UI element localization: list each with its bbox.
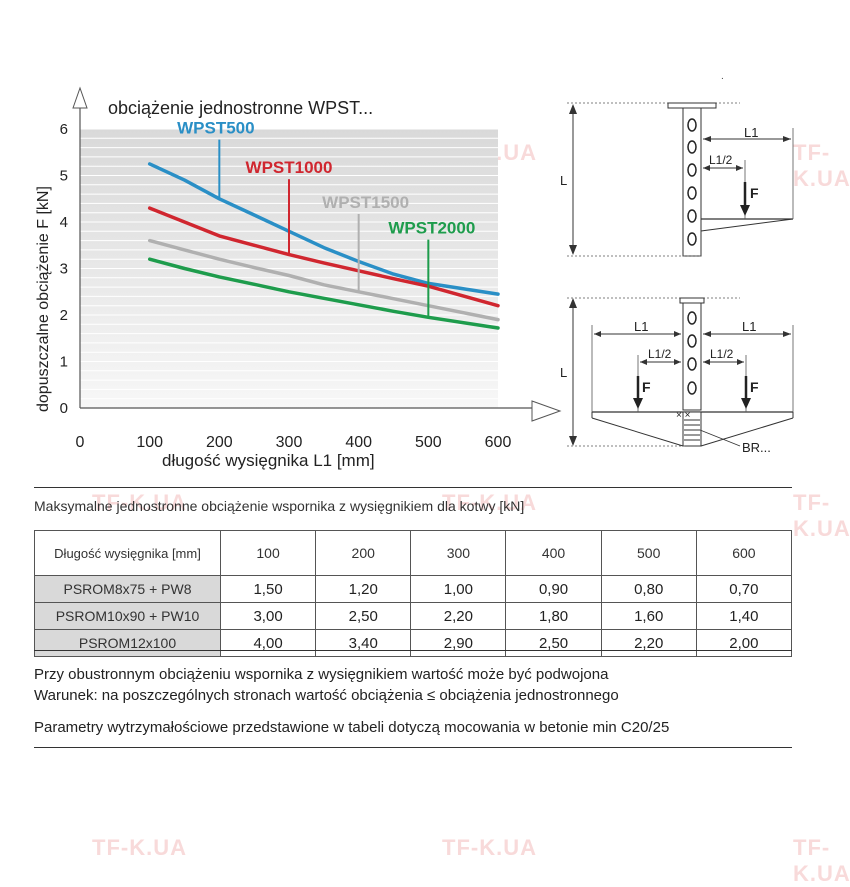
x-tick-label: 400	[345, 434, 372, 451]
table-row: PSROM10x90 + PW10 3,00 2,50 2,20 1,80 1,…	[34, 602, 793, 630]
product-cell: PSROM12x100	[34, 629, 221, 657]
series-line	[147, 162, 500, 296]
force-label: F	[750, 379, 759, 395]
l1-label: L1	[744, 125, 758, 140]
table-title: Maksymalne jednostronne obciążenie wspor…	[34, 498, 525, 514]
x-tick-label: 200	[206, 434, 233, 451]
length-l-label: L	[560, 173, 567, 188]
force-label: F	[642, 379, 651, 395]
value-cell: 2,00	[695, 629, 793, 657]
l1-half-label: L1/2	[709, 153, 733, 167]
series-wpst500: WPST500	[147, 119, 500, 296]
value-cell: 1,00	[410, 575, 507, 603]
column-header: 100	[219, 530, 317, 576]
note-text: Warunek: na poszczególnych stronach wart…	[34, 687, 619, 704]
series-line	[147, 206, 500, 308]
x-tick-label: 500	[415, 434, 442, 451]
note-text: Przy obustronnym obciążeniu wspornika z …	[34, 666, 609, 683]
value-cell: 2,20	[410, 602, 507, 630]
length-l-label: L	[560, 365, 567, 380]
value-cell: 0,80	[600, 575, 697, 603]
table-header-row: Długość wysięgnika [mm] 100 200 300 400 …	[34, 530, 793, 576]
value-cell: 1,20	[315, 575, 412, 603]
column-header: 500	[600, 530, 697, 576]
series-label: WPST1000	[246, 158, 333, 177]
bracket-diagram-one-sided: L L1 L1/2 F .	[560, 71, 794, 257]
l1-half-label: L1/2	[710, 347, 734, 361]
y-tick-label: 6	[60, 121, 68, 138]
value-cell: 1,50	[219, 575, 317, 603]
y-axis-label: dopuszczalne obciążenie F [kN]	[35, 186, 52, 412]
y-tick-labels: 0 1 2 3 4 5 6	[60, 121, 68, 417]
series-group: WPST500 WPST1000 WPST1500 WPST2000	[147, 119, 500, 330]
value-cell: 1,60	[600, 602, 697, 630]
table-row: PSROM8x75 + PW8 1,50 1,20 1,00 0,90 0,80…	[34, 575, 793, 603]
slot-holes	[687, 311, 697, 395]
value-cell: 2,50	[505, 629, 602, 657]
value-cell: 4,00	[219, 629, 317, 657]
y-tick-label: 2	[60, 307, 68, 324]
column-header: 200	[315, 530, 412, 576]
value-cell: 2,20	[600, 629, 697, 657]
chart-title: obciążenie jednostronne WPST...	[108, 98, 373, 118]
l1-label: L1	[634, 319, 648, 334]
column-header: 300	[410, 530, 507, 576]
series-label: WPST500	[177, 119, 254, 138]
series-wpst1000: WPST1000	[147, 158, 500, 308]
br-label: BR...	[742, 440, 771, 455]
value-cell: 3,00	[219, 602, 317, 630]
value-cell: 1,40	[695, 602, 793, 630]
bracket-diagram-two-sided: × × L L1 L1 L1/2 L1/2	[560, 297, 794, 455]
note-text: Parametry wytrzymałościowe przedstawione…	[34, 719, 670, 736]
series-line	[147, 257, 500, 330]
value-cell: 2,90	[410, 629, 507, 657]
l1-label: L1	[742, 319, 756, 334]
product-cell: PSROM8x75 + PW8	[34, 575, 221, 603]
column-header: 600	[695, 530, 793, 576]
page: TF-K.UA TF-K.UA TF-K.UA TF-K.UA TF-K.UA …	[34, 71, 850, 886]
x-tick-label: 0	[76, 434, 85, 451]
column-header: 400	[505, 530, 602, 576]
divider	[34, 650, 792, 651]
y-tick-label: 4	[60, 214, 68, 231]
load-table: Długość wysięgnika [mm] 100 200 300 400 …	[34, 530, 793, 657]
divider	[34, 487, 792, 488]
slot-holes	[687, 118, 697, 246]
value-cell: 0,90	[505, 575, 602, 603]
column-header: Długość wysięgnika [mm]	[34, 530, 221, 576]
value-cell: 2,50	[315, 602, 412, 630]
watermark: TF-K.UA	[793, 835, 850, 886]
y-axis-arrow	[72, 86, 88, 109]
value-cell: 3,40	[315, 629, 412, 657]
table-row: PSROM12x100 4,00 3,40 2,90 2,50 2,20 2,0…	[34, 629, 793, 657]
series-wpst2000: WPST2000	[147, 219, 500, 330]
svg-text:× ×: × ×	[676, 410, 691, 421]
y-tick-label: 1	[60, 354, 68, 371]
series-wpst1500: WPST1500	[147, 193, 500, 322]
series-line	[147, 238, 500, 322]
load-chart: WPST500 WPST1000 WPST1500 WPST2000 0 100 200 3…	[35, 71, 794, 470]
y-tick-label: 3	[60, 261, 68, 278]
divider	[34, 747, 792, 748]
watermark: TF-K.UA	[442, 835, 537, 860]
value-cell: 1,80	[505, 602, 602, 630]
watermark: TF-K.UA	[793, 490, 850, 541]
x-tick-labels: 0 100 200 300 400 500 600	[76, 434, 512, 451]
svg-text:.: .	[721, 71, 724, 82]
force-label: F	[750, 185, 759, 201]
x-tick-label: 600	[485, 434, 512, 451]
product-cell: PSROM10x90 + PW10	[34, 602, 221, 630]
y-tick-label: 0	[60, 400, 68, 417]
x-axis-arrow	[531, 400, 562, 422]
x-tick-label: 300	[276, 434, 303, 451]
x-axis-label: długość wysięgnika L1 [mm]	[162, 451, 375, 470]
series-label: WPST1500	[322, 193, 409, 212]
l1-half-label: L1/2	[648, 347, 672, 361]
watermark: TF-K.UA	[92, 835, 187, 860]
y-tick-label: 5	[60, 168, 68, 185]
x-tick-label: 100	[136, 434, 163, 451]
series-label: WPST2000	[388, 219, 475, 238]
value-cell: 0,70	[695, 575, 793, 603]
